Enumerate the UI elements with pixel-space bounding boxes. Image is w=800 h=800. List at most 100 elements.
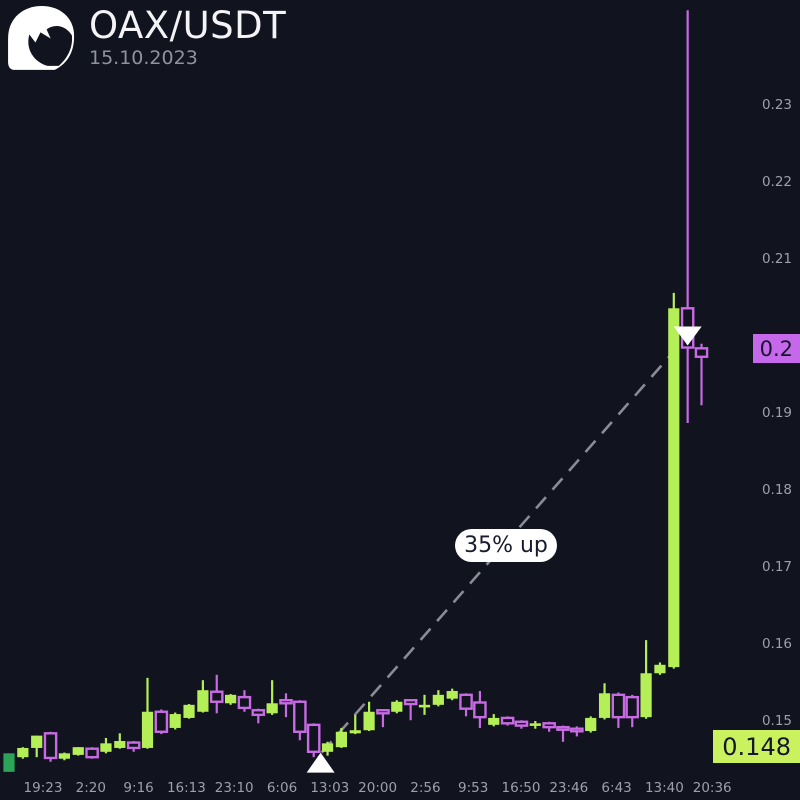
candle-body (349, 730, 361, 734)
candle-down (251, 708, 266, 724)
candle-down (473, 690, 487, 728)
candle-body (611, 693, 626, 719)
base-price-tag: 0.148 (713, 730, 800, 763)
x-axis-tick: 13:03 (310, 780, 350, 796)
title-block: OAX/USDT 15.10.2023 (89, 6, 286, 70)
x-axis-tick: 20:00 (358, 780, 398, 796)
candle-body (225, 694, 237, 704)
candle-body (668, 308, 680, 668)
chart-date: 15.10.2023 (89, 47, 198, 69)
x-axis-tick: 23:46 (549, 780, 589, 796)
candle-up (141, 677, 154, 749)
candle-down (459, 693, 473, 717)
candle-down (680, 10, 695, 424)
candle-up (446, 688, 458, 701)
candle-down (209, 674, 224, 714)
candle-body (529, 723, 541, 726)
x-axis-tick: 6:06 (266, 780, 298, 796)
x-axis-tick: 13:40 (644, 780, 684, 796)
low-marker-triangle-up-icon (306, 752, 335, 773)
candle-body (694, 347, 709, 358)
y-axis-tick: 0.16 (761, 636, 792, 652)
candle-body (473, 701, 487, 719)
x-axis-tick: 19:23 (23, 780, 63, 796)
candle-body (154, 710, 169, 733)
candle-body (17, 747, 29, 758)
candle-body (85, 747, 99, 759)
candle-body (58, 753, 70, 759)
candle-body (43, 732, 58, 760)
candle-up (17, 747, 29, 759)
x-axis-tick: 9:53 (458, 780, 489, 796)
high-marker-triangle-down-icon (673, 326, 702, 346)
candle-up (335, 727, 347, 748)
candle-up (197, 680, 209, 713)
candle-up (598, 683, 611, 720)
candle-body (141, 711, 154, 748)
percent-change-badge: 35% up (455, 529, 557, 562)
candle-body (335, 731, 347, 748)
candle-body (321, 743, 334, 752)
candle-up (585, 716, 597, 733)
candle-body (542, 722, 556, 729)
candle-up (72, 747, 84, 756)
candle-down (611, 692, 626, 728)
candle-up (640, 640, 652, 719)
candle-body (570, 727, 584, 733)
candle-up (100, 737, 112, 754)
y-axis-tick: 0.17 (761, 559, 792, 575)
candle-down (279, 693, 293, 718)
candle-down (306, 723, 321, 758)
candle-body (209, 690, 224, 703)
candle-body (169, 714, 181, 728)
candle-down (293, 700, 307, 741)
candle-down (500, 716, 515, 726)
x-axis-tick: 16:13 (166, 780, 206, 796)
candle-body (100, 743, 112, 752)
candle-body (183, 704, 195, 718)
candle-up (529, 721, 541, 729)
candle-body (459, 693, 473, 710)
y-axis-tick: 0.22 (761, 174, 792, 190)
candle-body (126, 741, 141, 750)
candle-up (58, 752, 70, 761)
candle-down (403, 699, 418, 721)
candle-body (625, 695, 640, 719)
x-axis-tick: 9:16 (123, 780, 154, 796)
candle-up (266, 680, 278, 715)
candle-down (126, 741, 141, 752)
candle-up (668, 292, 680, 669)
candle-body (556, 725, 570, 731)
candle-body (514, 720, 529, 727)
candle-body (72, 747, 84, 755)
candle-body (197, 690, 209, 712)
candle-body (306, 723, 321, 753)
y-axis-tick: 0.19 (761, 405, 792, 421)
candle-up (321, 741, 334, 756)
x-axis-tick: 16:50 (501, 780, 541, 796)
candle-body (391, 701, 403, 712)
candle-down (542, 721, 556, 732)
candle-down (154, 709, 169, 735)
candle-down (556, 725, 570, 742)
candle-up (183, 704, 195, 719)
candle-down (43, 731, 58, 762)
candle-body (654, 664, 666, 674)
candle-body (403, 699, 418, 706)
candle-up (488, 714, 500, 727)
candle-body (266, 703, 278, 714)
candle-up (432, 690, 444, 707)
x-axis-tick: 6:43 (601, 780, 632, 796)
candle-up (418, 694, 431, 715)
candle-down (694, 343, 709, 406)
candle-up (114, 733, 126, 749)
x-axis-tick: 23:10 (214, 780, 254, 796)
x-axis-tick: 2:20 (75, 780, 106, 796)
candle-down (237, 690, 252, 712)
candle-down (85, 747, 99, 759)
candle-up (391, 700, 403, 714)
candle-down (625, 694, 640, 728)
y-axis-tick: 0.15 (761, 713, 792, 729)
candle-up (31, 735, 43, 758)
